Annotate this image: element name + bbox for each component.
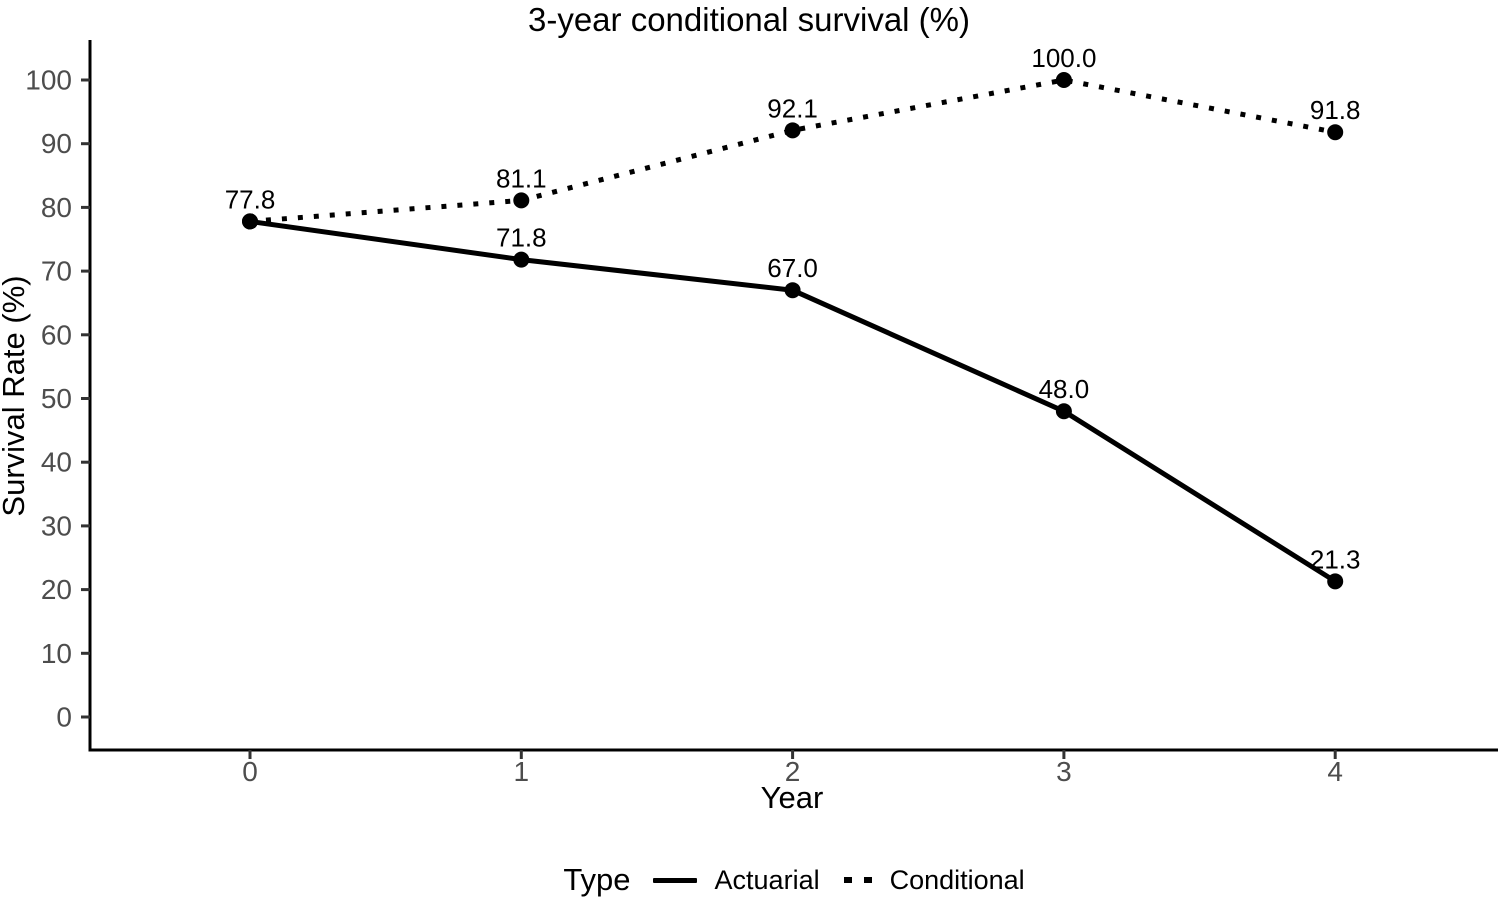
data-point-conditional	[1055, 72, 1072, 88]
y-tick-label: 80	[41, 192, 72, 223]
legend-items: Actuarial Conditional	[652, 864, 1025, 896]
legend-solid-line-sample	[652, 877, 697, 883]
chart-title: 3-year conditional survival (%)	[527, 1, 970, 38]
y-tick-label: 0	[56, 702, 72, 733]
legend-item-label: Actuarial	[714, 864, 820, 895]
x-tick-label: 4	[1327, 756, 1343, 787]
legend-item-label: Conditional	[889, 864, 1025, 895]
data-point-conditional	[513, 192, 530, 209]
legend-title: Type	[563, 862, 631, 897]
y-tick-label: 90	[41, 128, 72, 159]
point-label: 48.0	[1039, 374, 1090, 404]
y-axis-title: Survival Rate (%)	[0, 275, 31, 516]
x-tick-label: 0	[242, 756, 258, 787]
point-label: 100.0	[1031, 43, 1096, 73]
y-tick-label: 10	[41, 638, 72, 669]
y-tick-label: 100	[25, 65, 72, 96]
legend-item-conditional: Conditional	[843, 864, 1025, 896]
legend: Type Actuarial Conditional	[90, 860, 1498, 900]
legend-item-actuarial: Actuarial	[652, 864, 820, 896]
x-tick-label: 1	[514, 756, 530, 787]
point-label: 92.1	[767, 93, 818, 123]
x-tick-label: 2	[785, 756, 801, 787]
point-label: 81.1	[496, 163, 547, 193]
y-tick-label: 40	[41, 447, 72, 478]
point-label: 71.8	[496, 223, 547, 253]
x-axis-title: Year	[761, 780, 824, 815]
x-tick-label: 3	[1056, 756, 1072, 787]
data-point-conditional	[242, 213, 258, 230]
y-tick-label: 60	[41, 319, 72, 350]
y-tick-label: 50	[41, 383, 72, 414]
point-label: 67.0	[767, 253, 818, 283]
y-tick-label: 30	[41, 510, 72, 541]
point-label: 21.3	[1310, 544, 1361, 574]
data-point-actuarial	[513, 251, 530, 268]
y-tick-label: 20	[41, 574, 72, 605]
y-tick-label: 70	[41, 256, 72, 287]
data-point-conditional	[1327, 124, 1344, 141]
data-point-actuarial	[1327, 573, 1344, 590]
data-point-actuarial	[1055, 403, 1072, 420]
legend-dotted-line-sample	[843, 877, 872, 883]
data-point-conditional	[784, 122, 801, 139]
point-label: 77.8	[225, 184, 276, 214]
data-point-actuarial	[784, 282, 801, 299]
point-label: 91.8	[1310, 95, 1361, 125]
